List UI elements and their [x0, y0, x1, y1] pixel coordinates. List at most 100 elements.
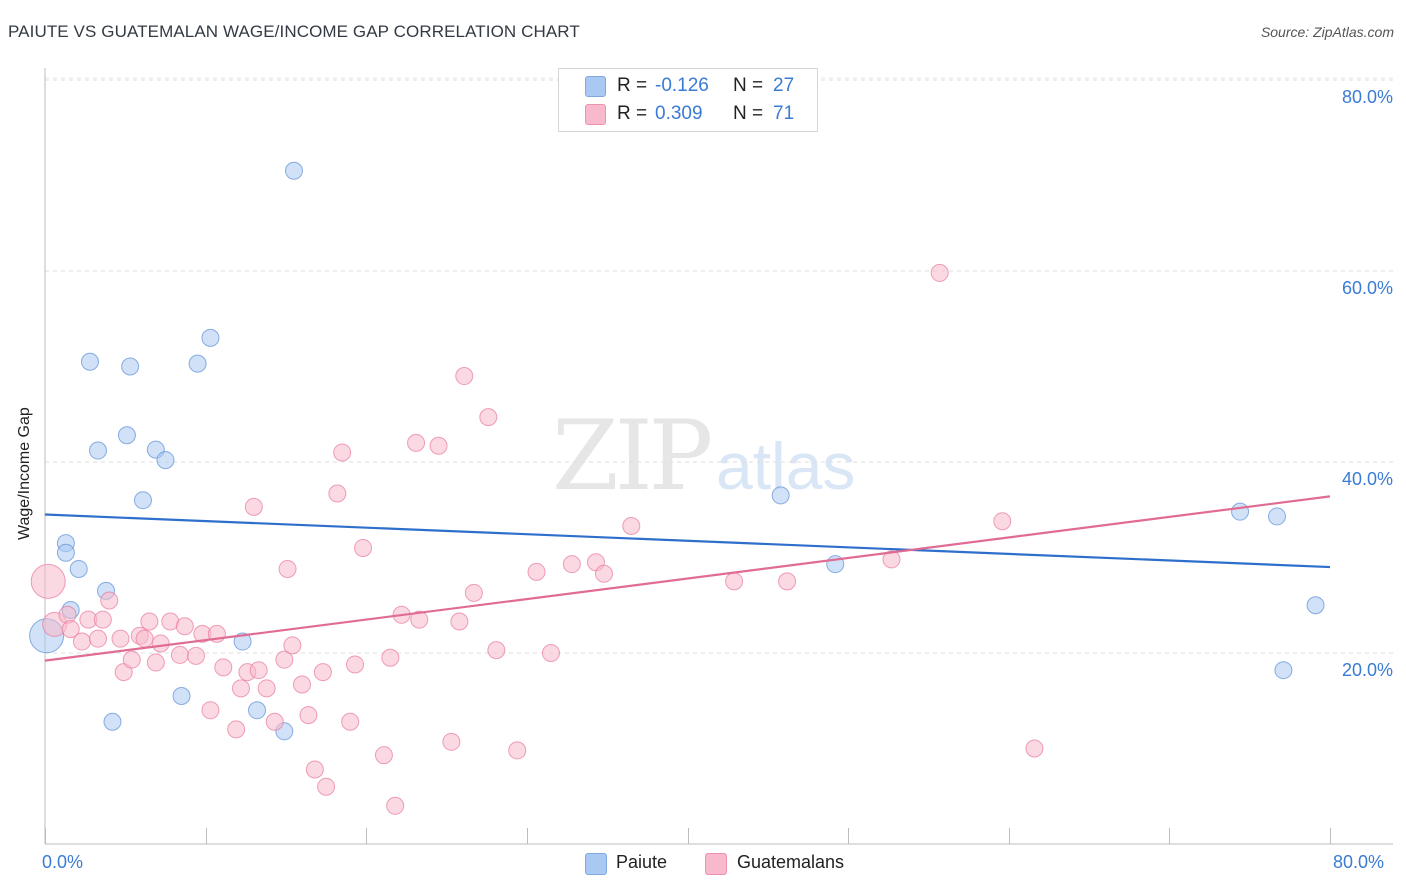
legend-n-label: N =	[733, 75, 764, 96]
watermark-zip: ZIP	[552, 400, 713, 512]
point-guatemalans	[175, 617, 194, 636]
point-guatemalans	[410, 610, 429, 629]
point-guatemalans	[278, 559, 297, 578]
point-paiute	[156, 451, 175, 470]
x-axis-max-label: 80.0%	[1333, 852, 1385, 872]
point-guatemalans	[374, 746, 393, 765]
point-guatemalans	[487, 641, 506, 660]
point-paiute	[69, 559, 88, 578]
point-guatemalans	[313, 663, 332, 682]
y-tick-label-40: 40.0%	[1341, 469, 1393, 489]
trendline-guatemalans	[44, 495, 1331, 662]
point-guatemalans	[111, 629, 130, 648]
point-paiute	[188, 354, 207, 373]
point-guatemalans	[275, 650, 294, 669]
point-paiute	[1267, 507, 1286, 526]
point-guatemalans	[201, 701, 220, 720]
point-paiute	[103, 712, 122, 731]
point-guatemalans	[429, 436, 448, 455]
point-guatemalans	[381, 648, 400, 667]
point-paiute	[771, 486, 790, 505]
point-guatemalans	[328, 484, 347, 503]
point-guatemalans	[265, 712, 284, 731]
point-guatemalans	[354, 538, 373, 557]
point-guatemalans	[778, 572, 797, 591]
point-guatemalans	[508, 741, 527, 760]
chart-title: PAIUTE VS GUATEMALAN WAGE/INCOME GAP COR…	[8, 22, 580, 41]
point-guatemalans	[231, 679, 250, 698]
point-paiute	[117, 426, 136, 445]
point-paiute	[1231, 502, 1250, 521]
point-guatemalans	[317, 777, 336, 796]
point-paiute	[172, 686, 191, 705]
x-axis-min-label: 0.0%	[42, 852, 84, 872]
point-guatemalans	[146, 653, 165, 672]
point-guatemalans	[562, 555, 581, 574]
bottom-legend-guatemalans: Guatemalans	[737, 852, 845, 872]
point-guatemalans	[151, 634, 170, 653]
point-guatemalans	[527, 562, 546, 581]
point-guatemalans	[455, 367, 474, 386]
correlation-legend: R = -0.126 N = 27 R = 0.309 N = 71	[558, 68, 818, 132]
y-axis-title: Wage/Income Gap	[16, 407, 33, 540]
legend-r-label: R =	[617, 75, 648, 96]
bottom-legend-swatch-paiute	[585, 853, 607, 875]
point-guatemalans	[594, 564, 613, 583]
point-guatemalans	[993, 512, 1012, 531]
y-tick-label-80: 80.0%	[1341, 87, 1393, 107]
point-paiute	[233, 632, 252, 651]
point-guatemalans	[479, 408, 498, 427]
point-guatemalans	[140, 612, 159, 631]
legend-n-value: 27	[773, 75, 795, 96]
point-guatemalans	[333, 443, 352, 462]
point-guatemalans	[61, 620, 80, 639]
point-guatemalans	[122, 650, 141, 669]
legend-row-paiute: R = -0.126 N = 27	[617, 74, 794, 98]
point-guatemalans	[541, 644, 560, 662]
y-tick-label-60: 60.0%	[1341, 278, 1393, 298]
point-paiute	[80, 352, 99, 371]
point-guatemalans	[442, 732, 461, 751]
bottom-legend-swatch-guatemalans	[705, 853, 727, 875]
point-guatemalans	[299, 706, 318, 725]
point-guatemalans	[100, 591, 119, 610]
point-guatemalans	[93, 610, 112, 629]
legend-swatch-guatemalans	[585, 104, 606, 125]
legend-swatch-paiute	[585, 76, 606, 97]
point-paiute	[248, 701, 267, 720]
source-label: Source: ZipAtlas.com	[1260, 24, 1394, 40]
point-guatemalans	[346, 655, 365, 674]
point-guatemalans	[249, 661, 268, 680]
legend-r-value: 0.309	[655, 103, 703, 124]
point-guatemalans	[30, 563, 66, 599]
point-guatemalans	[244, 497, 263, 516]
legend-r-value: -0.126	[655, 75, 709, 96]
point-paiute	[201, 328, 220, 347]
point-paiute	[56, 543, 75, 562]
point-guatemalans	[135, 629, 154, 648]
bottom-legend-paiute: Paiute	[616, 852, 668, 872]
point-guatemalans	[450, 612, 469, 631]
trendline-paiute	[44, 513, 1331, 569]
point-guatemalans	[283, 636, 302, 655]
point-paiute	[133, 491, 152, 510]
point-guatemalans	[725, 572, 744, 591]
point-guatemalans	[257, 679, 276, 698]
point-guatemalans	[1025, 739, 1044, 758]
point-guatemalans	[293, 675, 311, 694]
point-guatemalans	[882, 550, 901, 569]
point-paiute	[121, 357, 140, 376]
y-tick-label-20: 20.0%	[1341, 660, 1393, 680]
point-guatemalans	[464, 583, 483, 602]
point-guatemalans	[341, 712, 360, 731]
point-guatemalans	[930, 263, 949, 282]
point-guatemalans	[214, 658, 233, 677]
legend-n-value: 71	[773, 103, 795, 124]
legend-r-label: R =	[617, 103, 648, 124]
point-guatemalans	[622, 516, 641, 535]
legend-n-label: N =	[733, 103, 764, 124]
point-guatemalans	[407, 433, 426, 452]
point-paiute	[89, 441, 108, 460]
point-guatemalans	[227, 720, 246, 739]
